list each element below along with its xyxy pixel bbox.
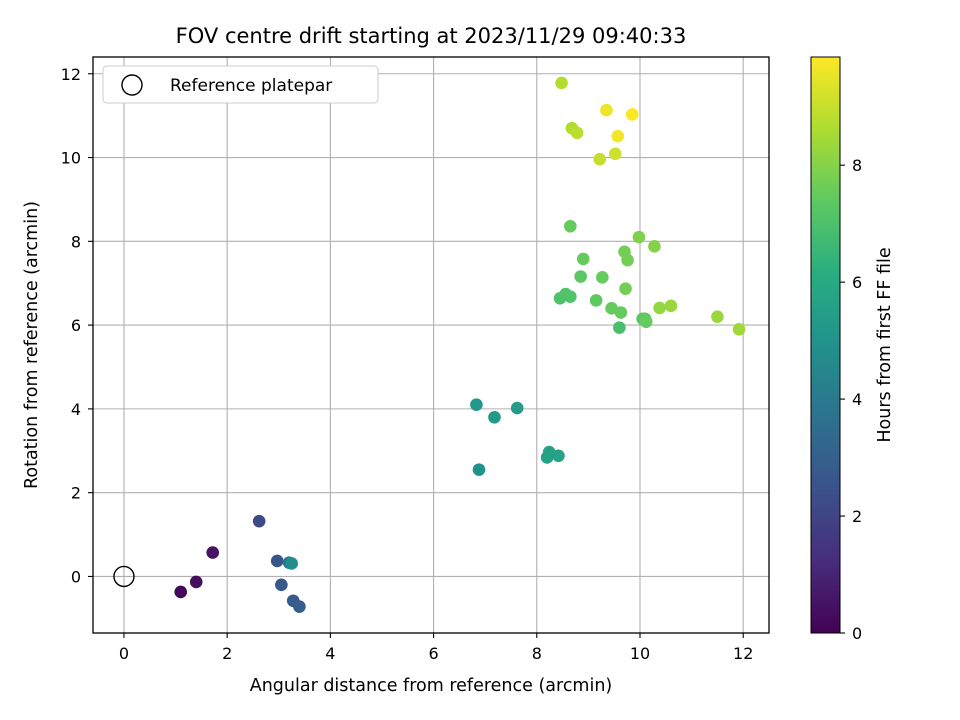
scatter-point	[732, 322, 746, 336]
grid	[93, 57, 769, 633]
x-tick-label: 8	[532, 644, 542, 663]
y-tick-label: 12	[61, 65, 81, 84]
scatter-point	[574, 270, 587, 283]
scatter-point	[576, 252, 590, 266]
scatter-point	[552, 449, 565, 463]
y-tick-label: 4	[71, 400, 81, 419]
scatter-point	[510, 401, 524, 415]
legend-label: Reference platepar	[170, 76, 332, 96]
scatter-point	[285, 557, 298, 570]
colorbar: 0 2 4 6 8 Hours from first FF file	[810, 56, 895, 643]
reference-layer	[113, 565, 135, 588]
x-tick-label: 6	[428, 644, 438, 663]
legend-box	[102, 65, 379, 104]
y-axis-label: Rotation from reference (arcmin)	[22, 201, 42, 489]
legend: Reference platepar	[102, 65, 379, 104]
scatter-point	[252, 514, 266, 528]
x-axis-label: Angular distance from reference (arcmin)	[250, 676, 613, 696]
scatter-point	[639, 315, 653, 329]
scatter-point	[653, 301, 666, 315]
colorbar-tick-label: 2	[852, 507, 862, 526]
scatter-point	[593, 152, 607, 166]
scatter-point	[600, 103, 613, 117]
scatter-point	[470, 398, 483, 411]
y-axis-ticks: 0 2 4 6 8 10 12	[61, 65, 93, 586]
legend-marker	[121, 74, 143, 96]
x-axis-ticks: 0 2 4 6 8 10 12	[119, 633, 753, 663]
scatter-point	[189, 575, 203, 589]
scatter-point	[614, 306, 628, 319]
colorbar-tick-label: 6	[852, 273, 862, 292]
y-tick-label: 2	[71, 484, 81, 503]
scatter-point	[564, 219, 577, 233]
scatter-point	[488, 410, 501, 424]
scatter-point	[174, 585, 188, 599]
scatter-point	[648, 240, 661, 253]
scatter-point	[596, 271, 609, 284]
scatter-point	[664, 299, 678, 313]
plot-frame	[92, 56, 770, 634]
colorbar-gradient	[810, 56, 841, 634]
scatter-point	[589, 294, 603, 307]
scatter-points	[174, 76, 746, 613]
scatter-point	[564, 290, 577, 303]
y-tick-label: 0	[71, 567, 81, 586]
scatter-point	[621, 253, 634, 267]
y-tick-label: 6	[71, 316, 81, 335]
x-tick-label: 0	[119, 644, 129, 663]
scatter-point	[608, 147, 622, 161]
x-tick-label: 2	[222, 644, 232, 663]
scatter-point	[619, 282, 632, 295]
plot-area	[93, 57, 769, 633]
reference-marker	[113, 565, 135, 588]
y-tick-label: 8	[71, 232, 81, 251]
colorbar-tick-label: 4	[852, 390, 862, 409]
scatter-point	[625, 108, 639, 121]
x-tick-label: 4	[325, 644, 335, 663]
scatter-point	[613, 321, 626, 334]
colorbar-tick-label: 8	[852, 156, 862, 175]
scatter-point	[611, 129, 625, 143]
scatter-point	[711, 310, 724, 324]
scatter-point	[275, 578, 288, 592]
scatter-point	[206, 546, 220, 559]
scatter-point	[570, 126, 584, 140]
scatter-point	[632, 230, 646, 244]
x-tick-label: 12	[733, 644, 753, 663]
scatter-point	[293, 600, 306, 613]
colorbar-label: Hours from first FF file	[875, 247, 895, 442]
scatter-point	[270, 554, 284, 568]
x-tick-label: 10	[630, 644, 650, 663]
scatter-point	[555, 76, 568, 90]
y-tick-label: 10	[61, 149, 81, 168]
chart-title: FOV centre drift starting at 2023/11/29 …	[176, 24, 687, 48]
colorbar-tick-label: 0	[852, 624, 862, 643]
colorbar-ticks: 0 2 4 6 8	[840, 156, 862, 643]
scatter-point	[472, 463, 486, 476]
